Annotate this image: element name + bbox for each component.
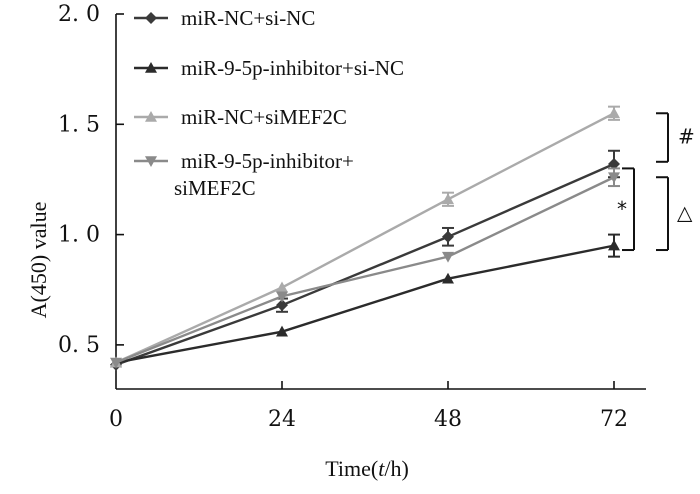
- legend-label: miR-9-5p-inhibitor+: [181, 149, 354, 173]
- y-tick-label: 1. 5: [58, 112, 100, 137]
- data-point: [442, 272, 454, 284]
- data-point: [276, 299, 288, 312]
- legend-item: miR-NC+siMEF2C: [134, 105, 347, 129]
- legend-label: miR-NC+siMEF2C: [181, 105, 347, 129]
- significance-bracket: #: [656, 112, 695, 163]
- legend-label: miR-9-5p-inhibitor+si-NC: [181, 56, 404, 80]
- data-point: [608, 172, 620, 184]
- x-tick-label: 48: [434, 407, 462, 432]
- legend-swatch-marker: [145, 62, 157, 73]
- data-point: [110, 357, 122, 369]
- legend-swatch-marker: [145, 12, 157, 24]
- significance-symbol: #: [678, 125, 695, 149]
- data-point: [276, 325, 288, 337]
- legend-item: miR-9-5p-inhibitor+si-NC: [134, 56, 404, 80]
- y-tick-label: 1. 0: [58, 223, 100, 248]
- series-2: [110, 233, 620, 368]
- series-line: [115, 162, 615, 366]
- data-point: [608, 158, 620, 170]
- y-tick-label: 2. 0: [58, 2, 100, 27]
- data-point: [442, 230, 454, 243]
- significance-bracket: △: [656, 176, 693, 252]
- data-point: [442, 193, 454, 205]
- legend-label: miR-NC+si-NC: [181, 6, 315, 30]
- data-point: [442, 251, 454, 263]
- series-3: [110, 105, 620, 368]
- series-line: [115, 244, 615, 364]
- significance-symbol: *: [617, 197, 627, 221]
- x-tick-label: 72: [600, 407, 628, 432]
- x-axis-title: Time(t/h): [325, 456, 409, 481]
- data-point: [608, 239, 620, 251]
- data-point: [608, 107, 620, 119]
- series-4: [110, 167, 620, 369]
- significance-symbol: △: [677, 201, 693, 225]
- legend-swatch-marker: [145, 111, 157, 122]
- legend-swatch-marker: [145, 156, 157, 167]
- significance-bracket: *: [617, 167, 635, 252]
- data-point: [276, 291, 288, 303]
- series-line: [115, 176, 615, 364]
- y-axis-title: A(450) value: [26, 202, 51, 319]
- data-point: [276, 281, 288, 293]
- legend-item: miR-NC+si-NC: [134, 6, 315, 30]
- y-tick-label: 0. 5: [58, 333, 100, 358]
- legend-item: miR-9-5p-inhibitor+ siMEF2C: [134, 149, 354, 200]
- legend-label: siMEF2C: [174, 176, 256, 200]
- series-line: [115, 112, 615, 364]
- x-tick-label: 0: [109, 407, 123, 432]
- x-tick-label: 24: [268, 407, 296, 432]
